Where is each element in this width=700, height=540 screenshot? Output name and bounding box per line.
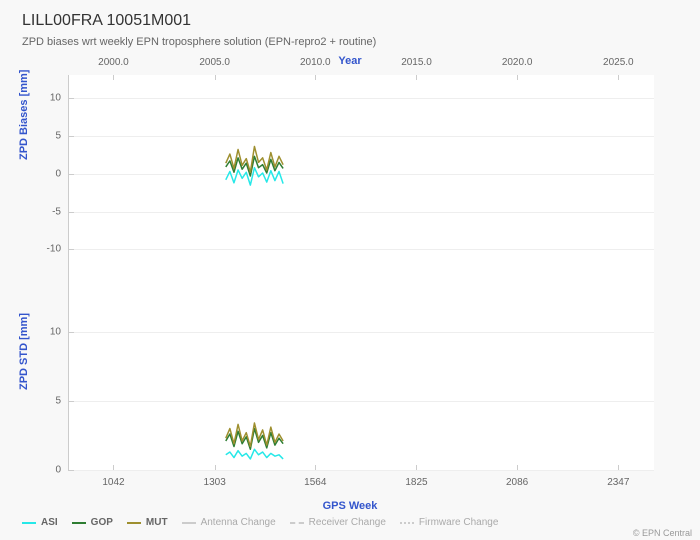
legend-item-event[interactable]: Firmware Change [400, 517, 498, 528]
chart-subtitle: ZPD biases wrt weekly EPN troposphere so… [22, 36, 376, 48]
bottom-tick: 1825 [405, 477, 427, 488]
credit: © EPN Central [633, 528, 692, 538]
bottom-tick: 1042 [102, 477, 124, 488]
legend-item-event[interactable]: Antenna Change [182, 517, 276, 528]
legend-item-gop[interactable]: GOP [72, 517, 113, 528]
legend-item-mut[interactable]: MUT [127, 517, 168, 528]
legend-label: Firmware Change [419, 517, 498, 528]
y2-axis-label: ZPD STD [mm] [18, 313, 30, 390]
legend: ASI GOP MUT Antenna Change Receiver Change Fi… [22, 517, 678, 528]
legend-label: MUT [146, 517, 168, 528]
y1-axis-label: ZPD Biases [mm] [18, 70, 30, 160]
top-tick: 2025.0 [603, 57, 634, 68]
legend-label: Receiver Change [309, 517, 386, 528]
line-icon [182, 522, 196, 524]
y2-tick: 5 [55, 395, 61, 406]
line-icon [290, 522, 304, 524]
top-tick: 2015.0 [401, 57, 432, 68]
bottom-tick: 2347 [607, 477, 629, 488]
zpd-chart: LILL00FRA 10051M001 ZPD biases wrt weekl… [0, 0, 700, 540]
swatch-icon [127, 522, 141, 524]
chart-title: LILL00FRA 10051M001 [22, 12, 191, 30]
line-icon [400, 522, 414, 524]
y2-tick: 0 [55, 465, 61, 476]
y1-tick: 5 [55, 130, 61, 141]
y1-tick: 0 [55, 168, 61, 179]
swatch-icon [22, 522, 36, 524]
plot-svg [69, 75, 654, 470]
legend-item-asi[interactable]: ASI [22, 517, 58, 528]
top-tick: 2005.0 [199, 57, 230, 68]
y1-tick: 10 [50, 93, 61, 104]
bottom-tick: 2086 [506, 477, 528, 488]
bottom-axis-label: GPS Week [323, 500, 378, 512]
swatch-icon [72, 522, 86, 524]
bottom-tick: 1564 [304, 477, 326, 488]
top-axis-label: Year [338, 55, 361, 67]
top-tick: 2000.0 [98, 57, 129, 68]
bottom-tick: 1303 [204, 477, 226, 488]
plot-area: 2000.02005.02010.02015.02020.02025.01042… [68, 75, 654, 471]
y2-tick: 10 [50, 326, 61, 337]
legend-label: GOP [91, 517, 113, 528]
legend-item-event[interactable]: Receiver Change [290, 517, 386, 528]
top-tick: 2010.0 [300, 57, 331, 68]
y1-tick: -5 [52, 206, 61, 217]
y1-tick: -10 [47, 244, 61, 255]
top-tick: 2020.0 [502, 57, 533, 68]
legend-label: Antenna Change [201, 517, 276, 528]
legend-label: ASI [41, 517, 58, 528]
